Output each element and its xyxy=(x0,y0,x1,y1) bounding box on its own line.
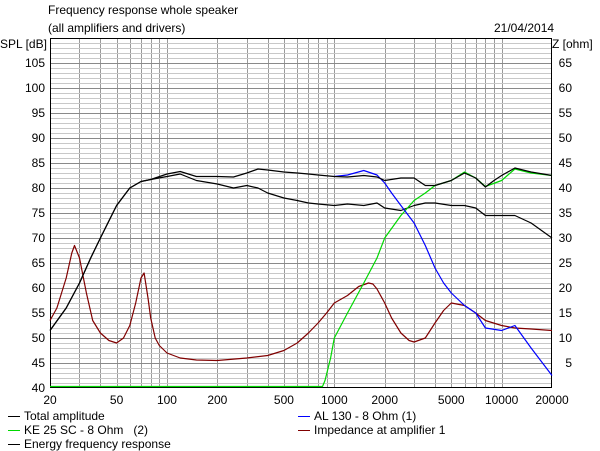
legend-item-al130: AL 130 - 8 Ohm (1) xyxy=(298,409,416,423)
y-tick-label: 60 xyxy=(32,281,46,295)
y-tick-label: 90 xyxy=(32,131,46,145)
y-tick-label: 55 xyxy=(32,306,46,320)
y-tick-label: 50 xyxy=(32,331,46,345)
x-tick-label: 20000 xyxy=(535,393,569,407)
y2-tick-label: 5 xyxy=(565,356,572,370)
x-tick-label: 20 xyxy=(43,393,57,407)
legend-label-al130: AL 130 - 8 Ohm (1) xyxy=(314,409,417,423)
legend-swatch-total-amplitude xyxy=(8,415,20,417)
legend-label-energy: Energy frequency response xyxy=(24,437,171,451)
legend-item-total-amplitude: Total amplitude xyxy=(8,409,105,423)
legend-swatch-al130 xyxy=(298,415,310,417)
series-total-amplitude xyxy=(49,167,553,331)
y-tick-label: 70 xyxy=(32,231,46,245)
y-axis-label: SPL [dB] xyxy=(0,37,47,51)
legend-label-total-amplitude: Total amplitude xyxy=(24,409,105,423)
x-tick-label: 500 xyxy=(274,393,294,407)
chart-date: 21/04/2014 xyxy=(494,21,555,35)
x-tick-label: 200 xyxy=(207,393,227,407)
y2-tick-label: 25 xyxy=(559,256,573,270)
y2-tick-label: 55 xyxy=(559,106,573,120)
y2-tick-label: 65 xyxy=(559,56,573,70)
y2-axis-label: Z [ohm] xyxy=(552,37,593,51)
series-al130 xyxy=(334,169,553,376)
legend-label-ke25sc: KE 25 SC - 8 Ohm (2) xyxy=(24,423,149,437)
y-tick-label: 40 xyxy=(32,381,46,395)
y2-tick-label: 60 xyxy=(559,81,573,95)
x-tick-label: 10000 xyxy=(485,393,519,407)
x-tick-label: 2000 xyxy=(371,393,398,407)
x-tick-label: 1000 xyxy=(321,393,348,407)
y2-tick-label: 40 xyxy=(559,181,573,195)
y-tick-label: 105 xyxy=(25,56,45,70)
legend-item-ke25sc: KE 25 SC - 8 Ohm (2) xyxy=(8,423,148,437)
legend-item-energy: Energy frequency response xyxy=(8,437,171,451)
plot-frame xyxy=(50,38,552,388)
chart-subtitle: (all amplifiers and drivers) xyxy=(48,21,186,35)
legend-label-impedance: Impedance at amplifier 1 xyxy=(314,423,446,437)
y2-tick-label: 30 xyxy=(559,231,573,245)
y-tick-label: 45 xyxy=(32,356,46,370)
chart-title: Frequency response whole speaker xyxy=(48,3,239,17)
series-impedance xyxy=(49,244,553,362)
y-tick-label: 80 xyxy=(32,181,46,195)
y2-tick-label: 45 xyxy=(559,156,573,170)
y-tick-label: 100 xyxy=(25,81,45,95)
series-ke25sc xyxy=(50,168,553,388)
x-tick-label: 5000 xyxy=(438,393,465,407)
y-tick-label: 95 xyxy=(32,106,46,120)
y2-tick-label: 35 xyxy=(559,206,573,220)
y2-tick-label: 15 xyxy=(559,306,573,320)
legend-swatch-ke25sc xyxy=(8,429,20,431)
y2-tick-label: 50 xyxy=(559,131,573,145)
y2-tick-label: 10 xyxy=(559,331,573,345)
y-tick-label: 75 xyxy=(32,206,46,220)
y2-tick-label: 20 xyxy=(559,281,573,295)
legend-swatch-energy xyxy=(8,443,20,445)
y-tick-label: 65 xyxy=(32,256,46,270)
y-tick-label: 85 xyxy=(32,156,46,170)
grid-lines xyxy=(50,38,552,388)
legend-item-impedance: Impedance at amplifier 1 xyxy=(298,423,445,437)
x-tick-label: 100 xyxy=(157,393,177,407)
x-tick-label: 50 xyxy=(110,393,124,407)
legend-swatch-impedance xyxy=(298,429,310,431)
